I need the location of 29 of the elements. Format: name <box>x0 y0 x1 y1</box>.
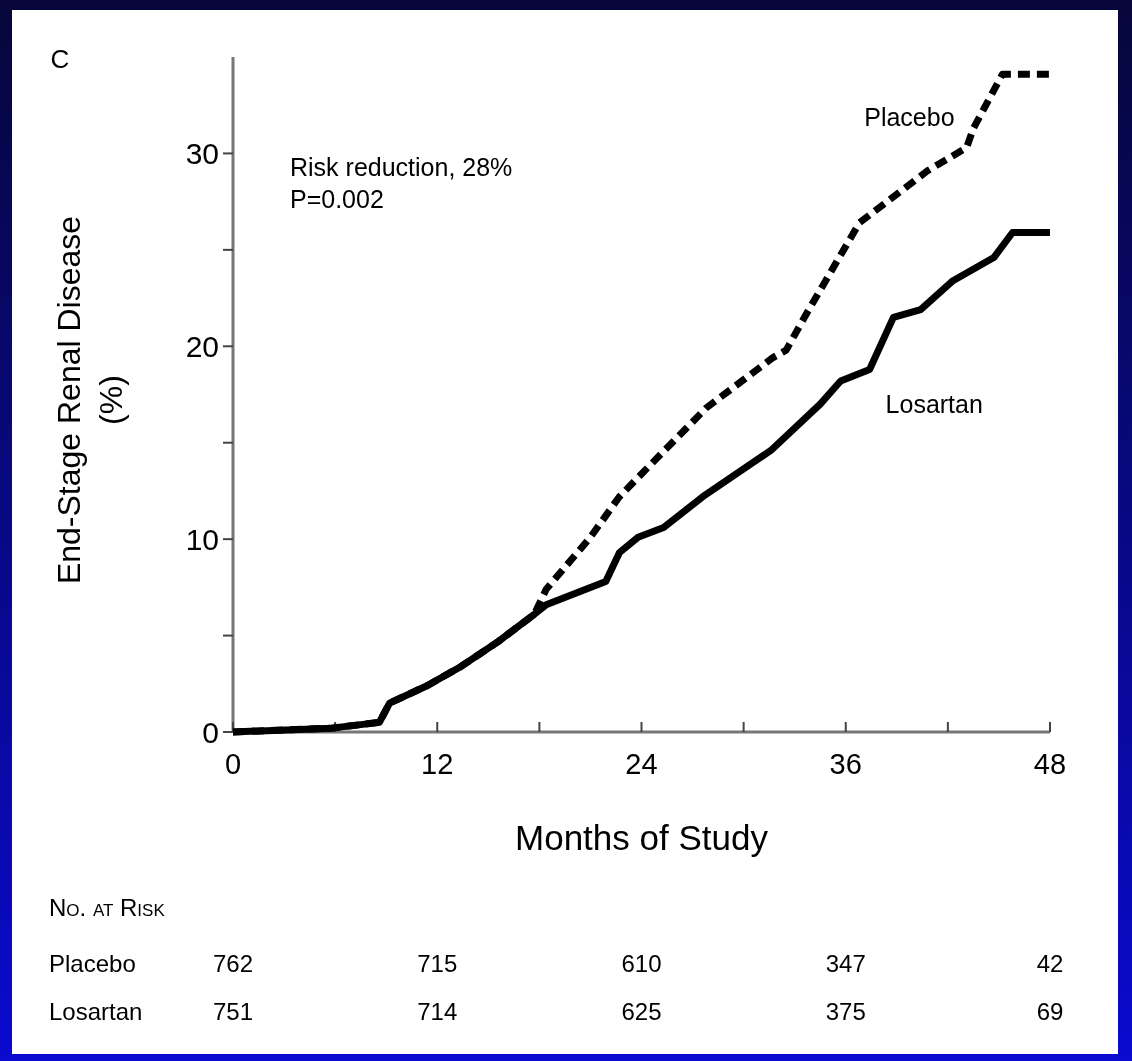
text: 715 <box>417 950 458 977</box>
text: No. at Risk <box>49 894 166 921</box>
text: 751 <box>212 998 254 1025</box>
x-tick-label: 0 <box>224 748 242 780</box>
series-label: Placebo <box>864 102 955 131</box>
x-tick-label: 24 <box>625 748 658 780</box>
text: Losartan <box>49 998 143 1025</box>
text: 375 <box>825 998 866 1025</box>
x-axis-title: Months of Study <box>515 818 769 857</box>
text: C <box>50 44 70 74</box>
y-tick-label: 10 <box>185 522 219 556</box>
y-tick-label: 30 <box>185 136 219 170</box>
y-tick-label: 0 <box>202 715 219 749</box>
annotation: Risk reduction, 28% <box>290 153 513 181</box>
y-tick-label: 20 <box>185 329 219 363</box>
text: 69 <box>1036 998 1064 1025</box>
text: 625 <box>621 998 662 1025</box>
text: 714 <box>417 998 458 1025</box>
annotation: P=0.002 <box>290 185 384 213</box>
text: 762 <box>212 950 254 977</box>
y-axis-title: End-Stage Renal Disease (%) <box>51 215 129 585</box>
text: 610 <box>621 950 662 977</box>
x-tick-label: 48 <box>1033 748 1067 780</box>
text: 42 <box>1036 950 1064 977</box>
x-tick-label: 36 <box>829 748 862 780</box>
series-label: Losartan <box>885 390 983 419</box>
x-tick-label: 12 <box>421 748 454 780</box>
text: Placebo <box>49 950 136 977</box>
text: 347 <box>825 950 866 977</box>
